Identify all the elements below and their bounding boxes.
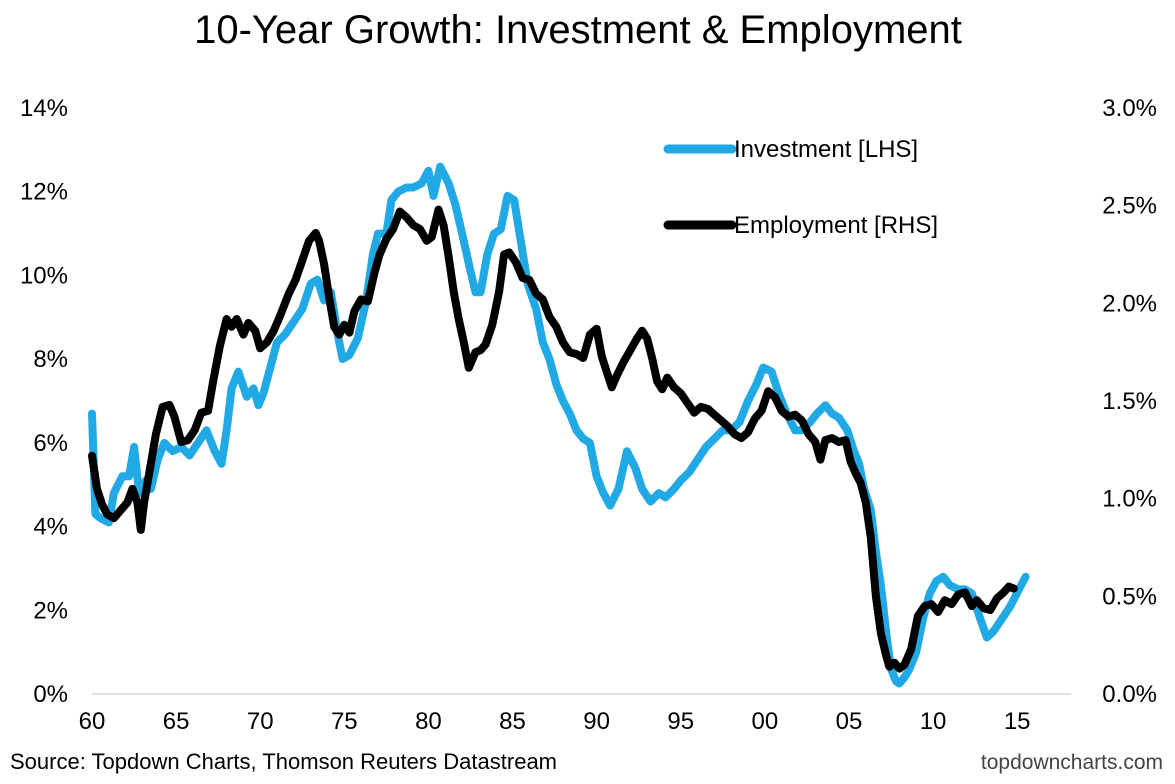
x-axis-tick-label: 00 xyxy=(752,708,779,735)
x-axis-tick-label: 70 xyxy=(247,708,274,735)
x-axis-tick-label: 90 xyxy=(583,708,610,735)
right-axis-tick-label: 1.0% xyxy=(1102,486,1157,513)
series-line-investment xyxy=(88,162,1030,688)
x-axis-tick-label: 75 xyxy=(331,708,358,735)
legend-item-investment: Investment [LHS] xyxy=(663,136,918,163)
left-axis-tick-label: 10% xyxy=(20,262,68,289)
x-axis-tick-label: 95 xyxy=(667,708,694,735)
watermark: topdowncharts.com xyxy=(981,751,1163,774)
left-axis-tick-label: 8% xyxy=(33,346,68,373)
x-axis-tick-label: 10 xyxy=(920,708,947,735)
legend-label-employment: Employment [RHS] xyxy=(734,212,938,239)
left-axis-ticks: 0% 2% 4% 6% 8% 10% 12% 14% xyxy=(20,95,68,708)
x-axis-ticks: 60 65 70 75 80 85 90 95 00 05 10 15 xyxy=(79,708,1031,735)
right-axis-tick-label: 3.0% xyxy=(1102,95,1157,122)
x-axis-tick-label: 80 xyxy=(415,708,442,735)
left-axis-tick-label: 4% xyxy=(33,514,68,541)
left-axis-tick-label: 2% xyxy=(33,597,68,624)
x-axis-tick-label: 85 xyxy=(499,708,526,735)
series-line-employment xyxy=(88,205,1018,673)
x-axis-tick-label: 60 xyxy=(79,708,106,735)
right-axis-tick-label: 0.5% xyxy=(1102,583,1157,610)
right-axis-ticks: 0.0% 0.5% 1.0% 1.5% 2.0% 2.5% 3.0% xyxy=(1102,95,1157,708)
source-note: Source: Topdown Charts, Thomson Reuters … xyxy=(10,749,557,774)
right-axis-tick-label: 0.0% xyxy=(1102,681,1157,708)
plot-area xyxy=(88,162,1030,688)
legend-item-employment: Employment [RHS] xyxy=(663,212,938,239)
x-axis-tick-label: 15 xyxy=(1004,708,1031,735)
right-axis-tick-label: 2.0% xyxy=(1102,290,1157,317)
x-axis-tick-label: 05 xyxy=(836,708,863,735)
legend: Investment [LHS] Employment [RHS] xyxy=(663,136,938,239)
right-axis-tick-label: 1.5% xyxy=(1102,388,1157,415)
x-axis-tick-label: 65 xyxy=(163,708,190,735)
left-axis-tick-label: 12% xyxy=(20,179,68,206)
left-axis-tick-label: 0% xyxy=(33,681,68,708)
right-axis-tick-label: 2.5% xyxy=(1102,193,1157,220)
legend-label-investment: Investment [LHS] xyxy=(734,136,918,163)
left-axis-tick-label: 6% xyxy=(33,430,68,457)
left-axis-tick-label: 14% xyxy=(20,95,68,122)
chart-title: 10-Year Growth: Investment & Employment xyxy=(194,8,962,52)
